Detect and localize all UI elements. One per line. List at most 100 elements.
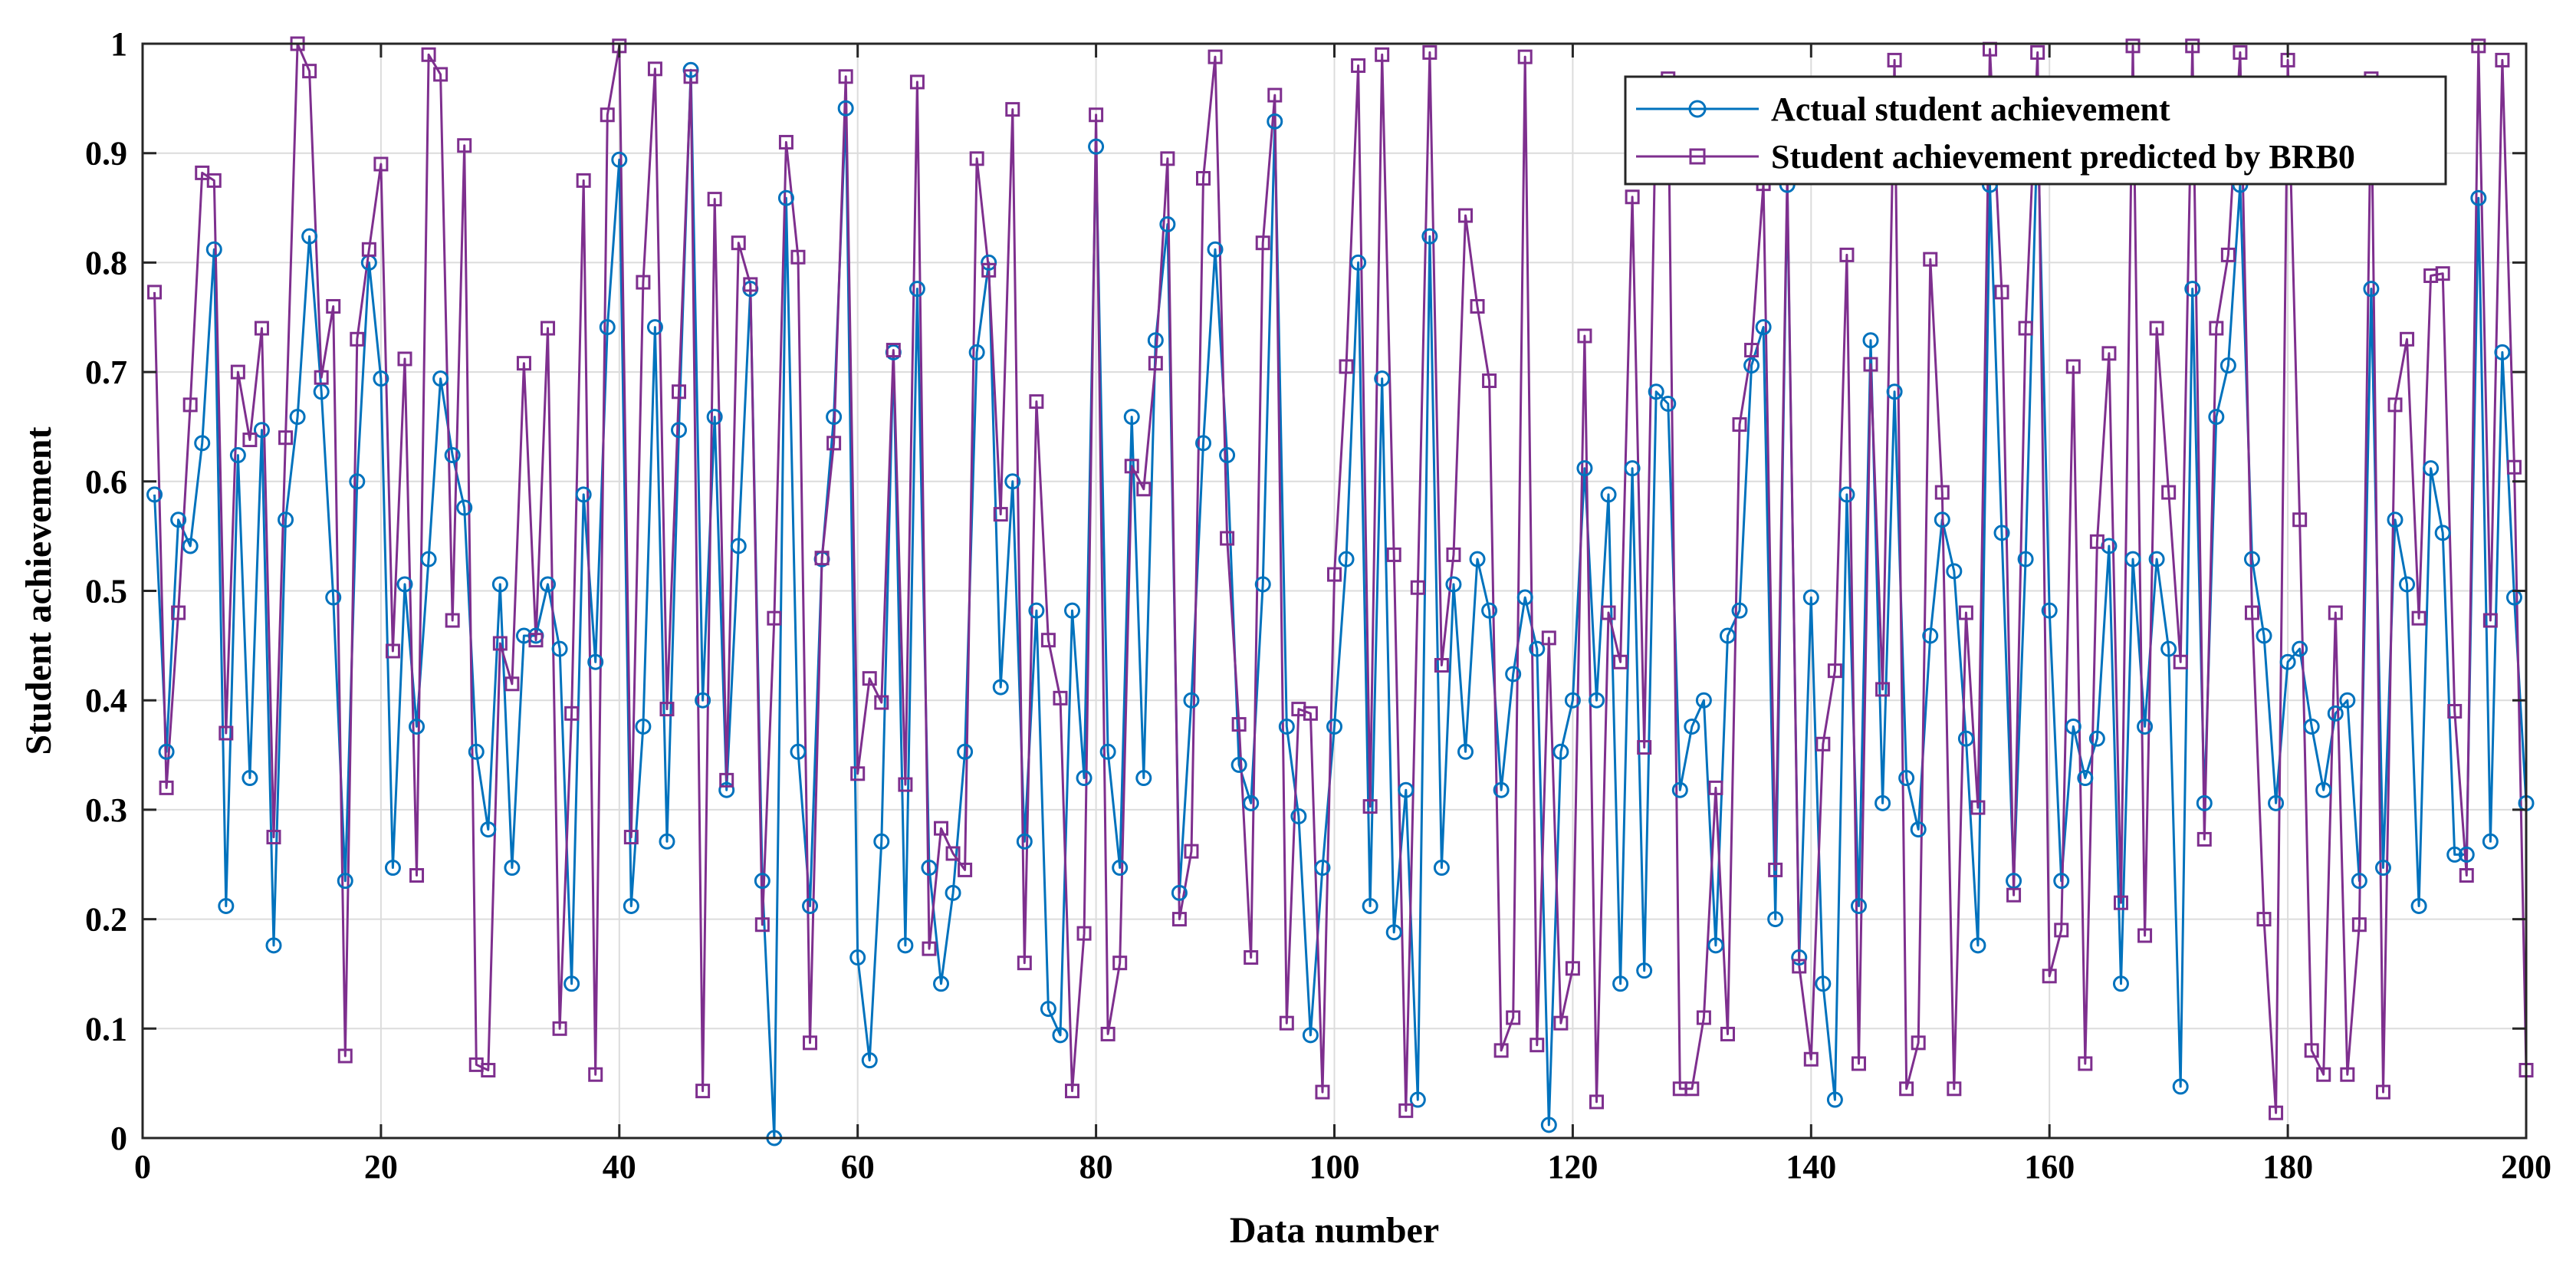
- x-axis-label: Data number: [1230, 1210, 1439, 1251]
- point-predicted-64: [898, 777, 913, 792]
- y-tick-label-0: 0: [110, 1120, 127, 1157]
- point-actual-147: [1886, 383, 1903, 400]
- series-line-1: [153, 42, 2528, 1114]
- y-tick-label-4: 0.4: [85, 682, 127, 719]
- x-tick-label-8: 160: [2024, 1148, 2075, 1186]
- point-predicted-156: [1994, 285, 2009, 300]
- point-actual-78: [1064, 602, 1081, 619]
- point-actual-66: [921, 860, 938, 877]
- point-actual-160: [2041, 602, 2058, 619]
- point-predicted-104: [1375, 47, 1390, 62]
- point-predicted-178: [2256, 912, 2272, 927]
- point-predicted-195: [2459, 868, 2474, 883]
- point-actual-54: [777, 189, 794, 206]
- point-actual-120: [1564, 692, 1581, 709]
- point-predicted-23: [409, 868, 425, 883]
- point-predicted-30: [492, 636, 508, 651]
- point-actual-152: [1946, 563, 1963, 580]
- point-predicted-10: [254, 321, 269, 336]
- point-predicted-168: [2137, 928, 2153, 943]
- point-predicted-7: [219, 725, 234, 741]
- point-predicted-169: [2149, 321, 2164, 336]
- point-predicted-140: [1803, 1051, 1819, 1067]
- point-predicted-54: [778, 134, 794, 150]
- point-predicted-123: [1601, 605, 1616, 620]
- point-predicted-39: [600, 107, 615, 123]
- point-actual-145: [1862, 332, 1879, 349]
- point-actual-90: [1207, 241, 1224, 258]
- point-predicted-41: [623, 830, 639, 845]
- point-actual-18: [349, 473, 366, 490]
- point-actual-119: [1552, 743, 1569, 760]
- point-actual-106: [1398, 781, 1414, 798]
- point-actual-81: [1099, 743, 1116, 760]
- x-tick-label-6: 120: [1547, 1148, 1598, 1186]
- point-actual-153: [1957, 730, 1974, 747]
- point-actual-163: [2077, 770, 2094, 787]
- y-tick-label-9: 0.9: [85, 135, 127, 173]
- point-actual-157: [2006, 873, 2022, 890]
- point-predicted-47: [695, 1084, 711, 1099]
- point-actual-76: [1040, 1001, 1056, 1018]
- point-predicted-193: [2435, 266, 2450, 281]
- point-predicted-83: [1124, 459, 1139, 474]
- point-actual-195: [2458, 846, 2475, 863]
- point-actual-111: [1457, 743, 1474, 760]
- point-actual-84: [1135, 770, 1152, 787]
- point-predicted-120: [1565, 961, 1580, 976]
- point-actual-3: [170, 512, 187, 528]
- point-actual-48: [706, 409, 723, 426]
- point-actual-134: [1731, 602, 1748, 619]
- point-predicted-88: [1184, 844, 1199, 859]
- point-predicted-162: [2065, 359, 2081, 374]
- point-predicted-113: [1482, 373, 1497, 389]
- point-actual-142: [1826, 1091, 1843, 1108]
- point-actual-194: [2446, 846, 2463, 863]
- point-actual-17: [337, 873, 353, 890]
- point-predicted-114: [1493, 1043, 1509, 1058]
- point-predicted-42: [636, 275, 651, 290]
- point-predicted-50: [731, 235, 746, 251]
- point-predicted-68: [945, 846, 961, 861]
- point-predicted-98: [1303, 706, 1318, 721]
- point-actual-114: [1493, 781, 1510, 798]
- point-actual-11: [265, 937, 282, 954]
- x-tick-label-0: 0: [134, 1148, 151, 1186]
- point-actual-191: [2410, 897, 2427, 914]
- point-actual-126: [1636, 962, 1653, 979]
- point-predicted-182: [2304, 1043, 2319, 1058]
- point-actual-140: [1802, 589, 1819, 606]
- point-actual-108: [1421, 228, 1438, 245]
- y-axis-label: Student achievement: [18, 427, 59, 755]
- point-predicted-1: [147, 285, 163, 300]
- point-predicted-167: [2125, 38, 2141, 54]
- point-actual-5: [194, 435, 211, 452]
- point-actual-127: [1648, 383, 1664, 400]
- point-actual-85: [1147, 332, 1164, 349]
- point-predicted-63: [886, 343, 901, 358]
- point-predicted-81: [1100, 1026, 1116, 1041]
- point-predicted-151: [1934, 485, 1950, 500]
- point-actual-94: [1254, 576, 1271, 593]
- point-predicted-70: [969, 151, 984, 166]
- point-predicted-12: [278, 430, 294, 446]
- point-predicted-96: [1279, 1015, 1294, 1031]
- point-predicted-177: [2244, 605, 2259, 620]
- point-actual-73: [1004, 473, 1021, 490]
- point-actual-80: [1088, 138, 1105, 155]
- point-predicted-79: [1076, 926, 1092, 941]
- point-actual-60: [849, 949, 866, 966]
- point-actual-109: [1433, 860, 1450, 877]
- point-predicted-49: [719, 772, 734, 788]
- point-actual-35: [551, 640, 568, 657]
- point-actual-58: [826, 409, 843, 426]
- point-predicted-53: [767, 610, 782, 626]
- point-predicted-173: [2196, 831, 2212, 847]
- y-tick-label-2: 0.2: [85, 901, 127, 939]
- point-predicted-58: [826, 436, 842, 451]
- point-actual-70: [968, 344, 985, 360]
- point-predicted-139: [1792, 959, 1807, 974]
- point-predicted-137: [1768, 862, 1783, 877]
- point-actual-91: [1219, 447, 1236, 464]
